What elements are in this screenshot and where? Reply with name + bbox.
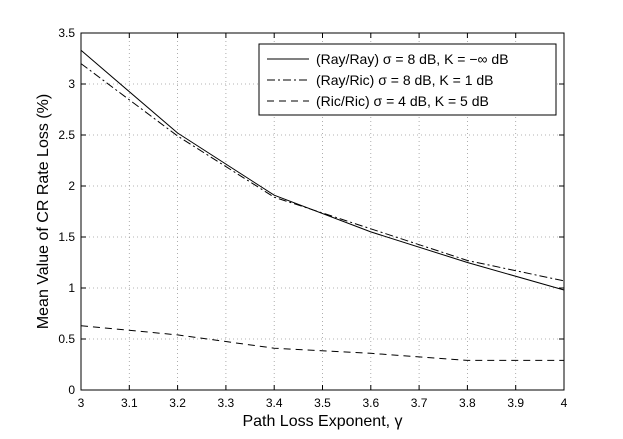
y-tick-label: 1.5: [58, 230, 75, 244]
legend: (Ray/Ray) σ = 8 dB, K = −∞ dB (Ray/Ric) σ…: [258, 43, 557, 116]
y-axis-title: Mean Value of CR Rate Loss (%): [35, 94, 52, 329]
x-axis-title: Path Loss Exponent, γ: [242, 413, 402, 430]
x-tick-label: 4: [561, 396, 568, 410]
y-tick-label: 3: [68, 77, 75, 91]
tick-marks: [80, 32, 565, 391]
legend-label-2: (Ray/Ric) σ = 8 dB, K = 1 dB: [316, 72, 494, 88]
x-tick-label: 3.1: [121, 396, 138, 410]
x-tick-label: 3.9: [507, 396, 524, 410]
x-tick-label: 3.4: [266, 396, 283, 410]
y-tick-label: 2.5: [58, 128, 75, 142]
x-tick-label: 3.7: [411, 396, 428, 410]
legend-label-1: (Ray/Ray) σ = 8 dB, K = −∞ dB: [316, 51, 509, 67]
y-tick-label: 2: [68, 179, 75, 193]
y-tick-label: 3.5: [58, 26, 75, 40]
series-line-1: [80, 49, 565, 291]
x-tick-label: 3.5: [314, 396, 331, 410]
x-tick-label: 3: [78, 396, 85, 410]
legend-box: [258, 43, 557, 116]
legend-label-3: (Ric/Ric) σ = 4 dB, K = 5 dB: [316, 93, 489, 109]
grid: [81, 33, 564, 390]
series-line-2: [80, 63, 565, 282]
y-tick-label: 1: [68, 281, 75, 295]
x-tick-label: 3.2: [169, 396, 186, 410]
series-group: [80, 49, 565, 361]
series-line-3: [80, 325, 564, 361]
x-tick-label: 3.6: [362, 396, 379, 410]
x-tick-label: 3.8: [459, 396, 476, 410]
y-tick-label: 0: [68, 383, 75, 397]
tick-labels: 3 3.1 3.2 3.3 3.4 3.5 3.6 3.7 3.8 3.9 4 0 0.5 1 1.5 2 2.…: [58, 26, 567, 410]
y-tick-label: 0.5: [58, 332, 75, 346]
x-tick-label: 3.3: [218, 396, 235, 410]
